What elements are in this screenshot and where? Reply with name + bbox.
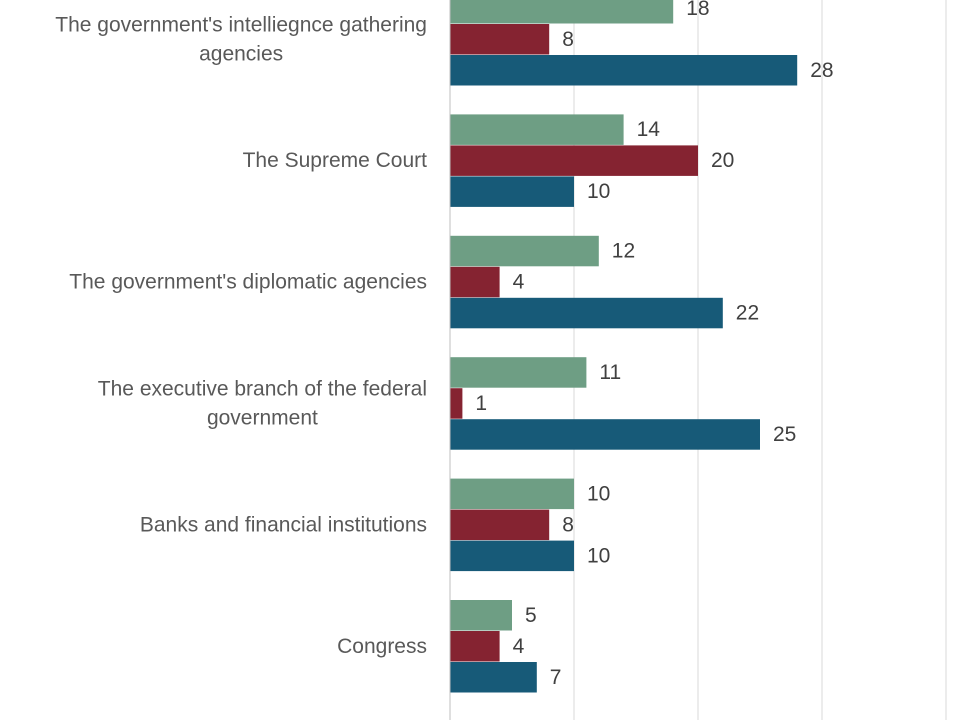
data-label: 8 bbox=[562, 28, 574, 51]
bar bbox=[450, 297, 723, 329]
category-label: Congress bbox=[337, 635, 427, 658]
data-label: 4 bbox=[513, 635, 525, 658]
data-label: 10 bbox=[587, 482, 610, 505]
bar bbox=[450, 357, 587, 388]
bar bbox=[450, 266, 500, 298]
category-label-line: government bbox=[207, 406, 318, 429]
data-label: 12 bbox=[612, 240, 635, 263]
data-label: 20 bbox=[711, 149, 734, 172]
data-label: 10 bbox=[587, 544, 610, 567]
bar bbox=[450, 114, 624, 145]
category-label: The executive branch of the federal gover… bbox=[98, 377, 427, 429]
bar bbox=[450, 540, 574, 572]
bar bbox=[450, 662, 537, 693]
category-label-line: Congress bbox=[337, 635, 427, 658]
category-label-line: Banks and financial institutions bbox=[140, 513, 427, 536]
bar bbox=[450, 478, 574, 510]
data-label: 14 bbox=[637, 118, 661, 141]
data-label: 28 bbox=[810, 59, 833, 82]
gridlines bbox=[573, 0, 947, 720]
data-label: 10 bbox=[587, 180, 610, 203]
bar bbox=[450, 388, 463, 419]
bar bbox=[450, 419, 760, 450]
data-label: 11 bbox=[599, 361, 621, 384]
data-label: 5 bbox=[525, 604, 537, 627]
bar bbox=[450, 145, 698, 176]
category-label-line: agencies bbox=[199, 42, 283, 65]
bar bbox=[450, 509, 550, 541]
bar bbox=[450, 176, 574, 207]
category-labels: The government's intelliegnce gathering a… bbox=[55, 13, 427, 658]
bar bbox=[450, 55, 798, 86]
category-label-line: The government's diplomatic agencies bbox=[69, 271, 427, 294]
data-label: 22 bbox=[736, 302, 759, 325]
bar bbox=[450, 631, 500, 662]
category-label: The Supreme Court bbox=[243, 149, 428, 172]
bar bbox=[450, 235, 599, 267]
data-label: 8 bbox=[562, 513, 574, 536]
bar bbox=[450, 0, 674, 24]
category-label-line: The government's intelliegnce gathering bbox=[55, 13, 427, 36]
bar bbox=[450, 600, 512, 631]
data-label: 18 bbox=[686, 0, 709, 20]
category-label-line: The executive branch of the federal bbox=[98, 377, 427, 400]
bar bbox=[450, 24, 550, 55]
data-label: 4 bbox=[513, 271, 525, 294]
bars bbox=[450, 0, 798, 693]
category-label: The government's diplomatic agencies bbox=[69, 271, 427, 294]
data-label: 7 bbox=[550, 666, 562, 689]
category-label: Banks and financial institutions bbox=[140, 513, 427, 536]
category-label: The government's intelliegnce gathering a… bbox=[55, 13, 427, 65]
category-label-line: The Supreme Court bbox=[243, 149, 428, 172]
data-label: 25 bbox=[773, 423, 796, 446]
data-label: 1 bbox=[475, 392, 487, 415]
